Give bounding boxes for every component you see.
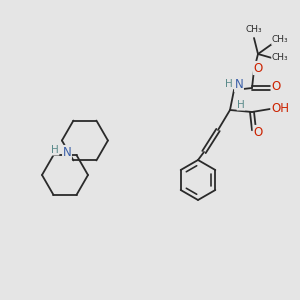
Text: H: H	[237, 100, 245, 110]
Text: O: O	[254, 125, 262, 139]
Text: CH₃: CH₃	[246, 25, 262, 34]
Text: CH₃: CH₃	[272, 35, 288, 44]
Text: O: O	[272, 80, 280, 94]
Text: N: N	[63, 146, 71, 158]
Text: OH: OH	[271, 101, 289, 115]
Text: H: H	[225, 79, 233, 89]
Text: N: N	[235, 79, 243, 92]
Text: O: O	[254, 61, 262, 74]
Text: CH₃: CH₃	[272, 53, 288, 62]
Text: H: H	[51, 145, 59, 155]
